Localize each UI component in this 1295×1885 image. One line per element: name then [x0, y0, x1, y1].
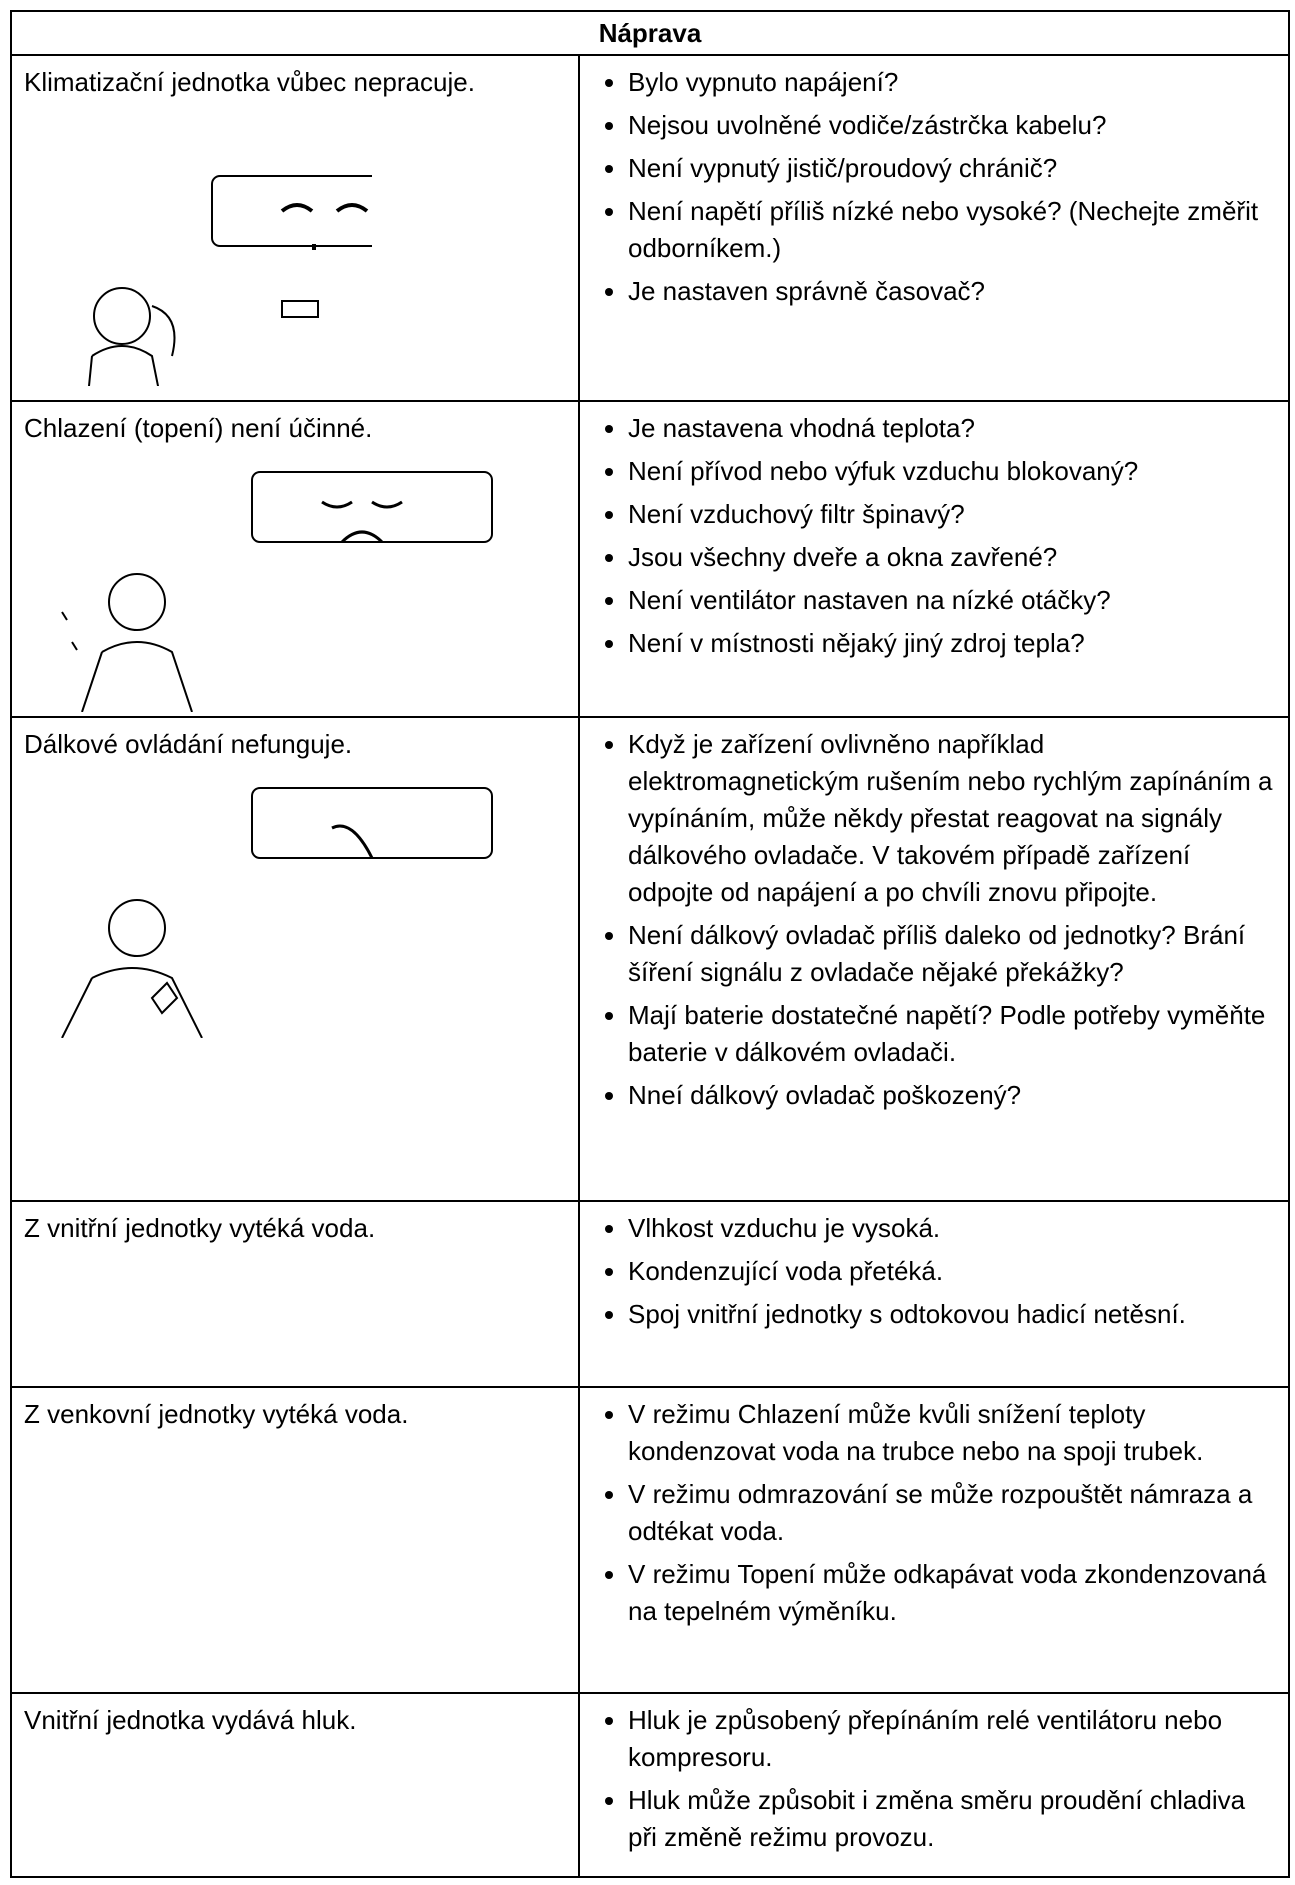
check-item: Kondenzující voda přetéká.: [628, 1253, 1278, 1290]
check-item: V režimu Chlazení může kvůli snížení tep…: [628, 1396, 1278, 1470]
problem: Chlazení (topení) není účinné.: [24, 413, 373, 443]
checks-cell: Hluk je způsobený přepínáním relé ventil…: [578, 1692, 1290, 1878]
check-item: Spoj vnitřní jednotky s odtokovou hadicí…: [628, 1296, 1278, 1333]
problem: Dálkové ovládání nefunguje.: [24, 729, 353, 759]
check-item: Vlhkost vzduchu je vysoká.: [628, 1210, 1278, 1247]
check-item: Když je zařízení ovlivněno například ele…: [628, 726, 1278, 911]
problem-cell: Z venkovní jednotky vytéká voda.: [10, 1386, 580, 1694]
checks-cell: Když je zařízení ovlivněno například ele…: [578, 716, 1290, 1202]
problem: Vnitřní jednotka vydává hluk.: [24, 1705, 357, 1735]
troubleshooting-table: Náprava Klimatizační jednotka vůbec nepr…: [10, 10, 1290, 1878]
check-item: V režimu odmrazování se může rozpouštět …: [628, 1476, 1278, 1550]
check-item: Nejsou uvolněné vodiče/zástrčka kabelu?: [628, 107, 1278, 144]
checks-cell: Vlhkost vzduchu je vysoká. Kondenzující v…: [578, 1200, 1290, 1388]
illustration: [61, 471, 493, 712]
check-item: Bylo vypnuto napájení?: [628, 64, 1278, 101]
check-item: Mají baterie dostatečné napětí? Podle po…: [628, 997, 1278, 1071]
table-header: Náprava: [10, 10, 1290, 56]
check-item: Není ventilátor nastaven na nízké otáčky…: [628, 582, 1278, 619]
check-item: Jsou všechny dveře a okna zavřené?: [628, 539, 1278, 576]
check-item: Nneí dálkový ovladač poškozený?: [628, 1077, 1278, 1114]
checks-cell: Je nastavena vhodná teplota? Není přívod …: [578, 400, 1290, 718]
problem: Z venkovní jednotky vytéká voda.: [24, 1399, 409, 1429]
check-item: Není dálkový ovladač příliš daleko od je…: [628, 917, 1278, 991]
problem-cell: Z vnitřní jednotky vytéká voda.: [10, 1200, 580, 1388]
check-item: V režimu Topení může odkapávat voda zkon…: [628, 1556, 1278, 1630]
check-item: Hluk může způsobit i změna směru prouděn…: [628, 1782, 1278, 1856]
problem-cell: Vnitřní jednotka vydává hluk.: [10, 1692, 580, 1878]
problem: Klimatizační jednotka vůbec nepracuje.: [24, 67, 475, 97]
check-item: Není vypnutý jistič/proudový chránič?: [628, 150, 1278, 187]
checks-cell: Bylo vypnuto napájení? Nejsou uvolněné vo…: [578, 54, 1290, 402]
check-item: Není vzduchový filtr špinavý?: [628, 496, 1278, 533]
illustration: [61, 787, 493, 1038]
problem: Z vnitřní jednotky vytéká voda.: [24, 1213, 376, 1243]
checks-cell: V režimu Chlazení může kvůli snížení tep…: [578, 1386, 1290, 1694]
illustration: [87, 175, 372, 386]
check-item: Je nastavena vhodná teplota?: [628, 410, 1278, 447]
check-item: Není přívod nebo výfuk vzduchu blokovaný…: [628, 453, 1278, 490]
problem-cell: Klimatizační jednotka vůbec nepracuje.: [10, 54, 580, 402]
problem-cell: Dálkové ovládání nefunguje.: [10, 716, 580, 1202]
check-item: Není napětí příliš nízké nebo vysoké? (N…: [628, 193, 1278, 267]
problem-cell: Chlazení (topení) není účinné.: [10, 400, 580, 718]
check-item: Hluk je způsobený přepínáním relé ventil…: [628, 1702, 1278, 1776]
check-item: Není v místnosti nějaký jiný zdroj tepla…: [628, 625, 1278, 662]
check-item: Je nastaven správně časovač?: [628, 273, 1278, 310]
